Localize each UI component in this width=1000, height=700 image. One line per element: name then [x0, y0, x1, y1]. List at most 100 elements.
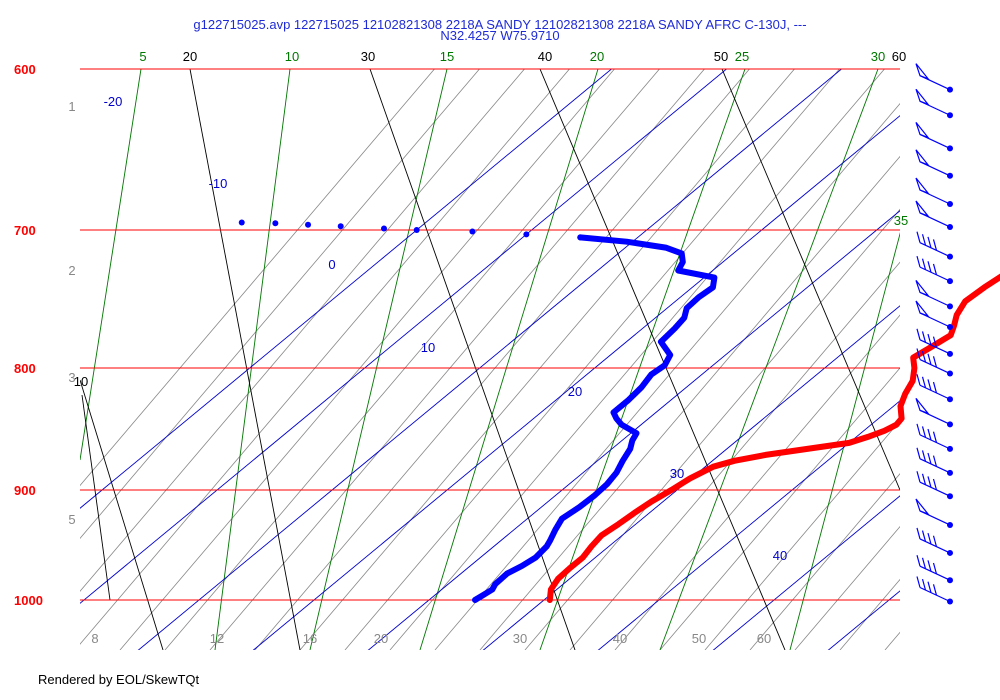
mixing-ratio-line — [419, 69, 599, 650]
wind-barb-feather — [927, 452, 932, 465]
moist-adiabat-line — [254, 69, 750, 650]
isotherm-label: 10 — [421, 340, 435, 355]
wind-barb-station — [947, 278, 953, 285]
dewpoint-point — [272, 220, 279, 227]
moist-adiabat-line — [659, 367, 900, 650]
isotherm-label: 0 — [328, 257, 335, 272]
wind-barb-feather — [932, 356, 938, 368]
moist-adiabat-line — [164, 69, 660, 650]
wind-barb-pennant — [915, 397, 930, 415]
dewpoint-point — [413, 227, 420, 233]
moist-adiabat-line — [704, 420, 900, 650]
moist-adiabat-line — [344, 69, 840, 650]
moist-adiabat-label: 12 — [210, 631, 224, 646]
dry-adiabat-label: 60 — [892, 49, 906, 64]
wind-barb-feather — [921, 350, 927, 363]
wind-barb-station — [947, 323, 953, 330]
mixing-ratio-line — [789, 232, 900, 650]
wind-barb — [915, 149, 953, 179]
wind-barb-station — [947, 253, 953, 260]
wind-barb-feather — [921, 331, 927, 343]
dewpoint-point — [337, 223, 344, 230]
wind-barb — [915, 177, 953, 208]
dry-adiabat-label: 10 — [74, 374, 88, 389]
wind-barb-feather — [921, 578, 927, 591]
height-label: 2 — [68, 263, 75, 278]
wind-barb-station — [947, 469, 953, 476]
isobar-label: 600 — [14, 62, 36, 77]
wind-barb-feather — [921, 234, 927, 246]
chart-subtitle: N32.4257 W75.9710 — [440, 28, 560, 43]
wind-barb-feather — [916, 328, 921, 340]
wind-barb-feather — [927, 379, 932, 391]
isotherm-label: 30 — [670, 466, 684, 481]
wind-barb-station — [947, 370, 953, 377]
wind-barb-pennant — [915, 200, 930, 218]
height-label: 3 — [68, 370, 75, 385]
dewpoint-point — [381, 225, 388, 232]
wind-barb — [916, 328, 953, 357]
moist-adiabat-label: 16 — [303, 631, 317, 646]
isotherm-line — [80, 69, 728, 604]
wind-barb-feather — [932, 535, 938, 547]
dewpoint-point — [577, 234, 584, 241]
isobar-label: 700 — [14, 223, 36, 238]
wind-barb-pennant — [915, 498, 930, 516]
moist-adiabat-line — [794, 526, 900, 650]
wind-barb-feather — [921, 557, 927, 569]
mixing-ratio-line — [539, 69, 746, 650]
dry-adiabat-line — [81, 394, 111, 601]
moist-adiabat-label: 40 — [613, 631, 627, 646]
mixing-ratio-label: 35 — [894, 213, 908, 228]
wind-barb-station — [947, 223, 953, 230]
isobar-label: 900 — [14, 483, 36, 498]
wind-barb — [915, 63, 953, 93]
moist-adiabat-label: 30 — [513, 631, 527, 646]
mixing-ratio-line — [80, 69, 142, 461]
moist-adiabat-line — [434, 103, 900, 650]
wind-barb-feather — [927, 428, 932, 441]
dry-adiabat-line — [539, 69, 786, 650]
wind-barb-feather — [932, 455, 938, 467]
wind-barb-station — [947, 145, 953, 152]
isotherm-line — [482, 305, 900, 650]
wind-barb-feather — [916, 527, 921, 540]
dewpoint-profile-line — [472, 234, 718, 603]
dry-adiabat-label: 40 — [538, 49, 552, 64]
moist-adiabat-label: 60 — [757, 631, 771, 646]
dry-adiabat-label: 30 — [361, 49, 375, 64]
isotherm-label: 40 — [773, 548, 787, 563]
wind-barb — [915, 397, 953, 428]
wind-barb-station — [947, 201, 953, 208]
moist-adiabat-label: 20 — [374, 631, 388, 646]
wind-barb-feather — [932, 263, 938, 276]
isotherm-label: 20 — [568, 384, 582, 399]
mixing-ratio-label: 20 — [590, 49, 604, 64]
wind-barb — [915, 280, 953, 310]
wind-barb-feather — [932, 336, 938, 348]
wind-barb — [916, 231, 953, 260]
moist-adiabat-line — [209, 69, 705, 650]
wind-barb-feather — [916, 576, 921, 588]
moist-adiabat-line — [80, 69, 480, 539]
moist-adiabat-label: 8 — [91, 631, 98, 646]
height-label: 5 — [68, 512, 75, 527]
moist-adiabat-line — [884, 631, 900, 650]
wind-barb-feather — [927, 353, 932, 365]
dewpoint-point — [238, 219, 245, 226]
dewpoint-point — [469, 228, 476, 235]
wind-barb-station — [947, 112, 953, 119]
moist-adiabat-line — [524, 208, 900, 650]
mixing-ratio-line — [309, 69, 448, 650]
wind-barb-feather — [916, 555, 921, 567]
temperature-profile-line — [546, 273, 1000, 603]
wind-barb-pennant — [915, 280, 930, 297]
wind-barb-pennant — [915, 88, 930, 106]
wind-barb — [916, 527, 953, 556]
mixing-ratio-line — [214, 69, 291, 650]
moist-adiabat-line — [614, 314, 900, 650]
wind-barb-feather — [927, 532, 932, 545]
wind-barb-feather — [932, 478, 938, 491]
wind-barb-station — [947, 86, 953, 93]
